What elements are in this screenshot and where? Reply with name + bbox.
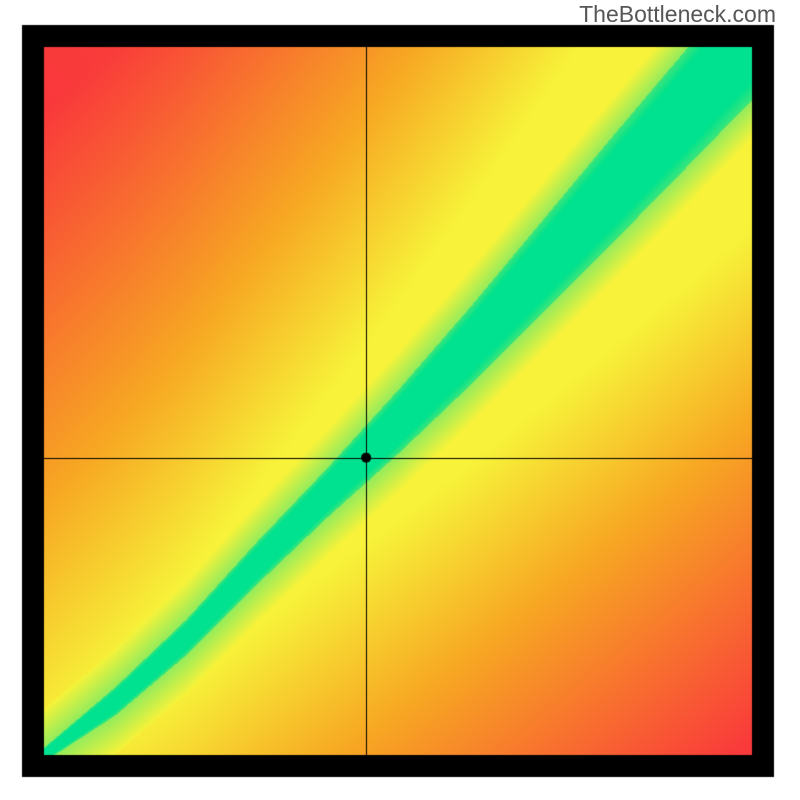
chart-container: TheBottleneck.com — [0, 0, 800, 800]
bottleneck-heatmap — [0, 0, 800, 800]
watermark-text: TheBottleneck.com — [579, 1, 776, 28]
